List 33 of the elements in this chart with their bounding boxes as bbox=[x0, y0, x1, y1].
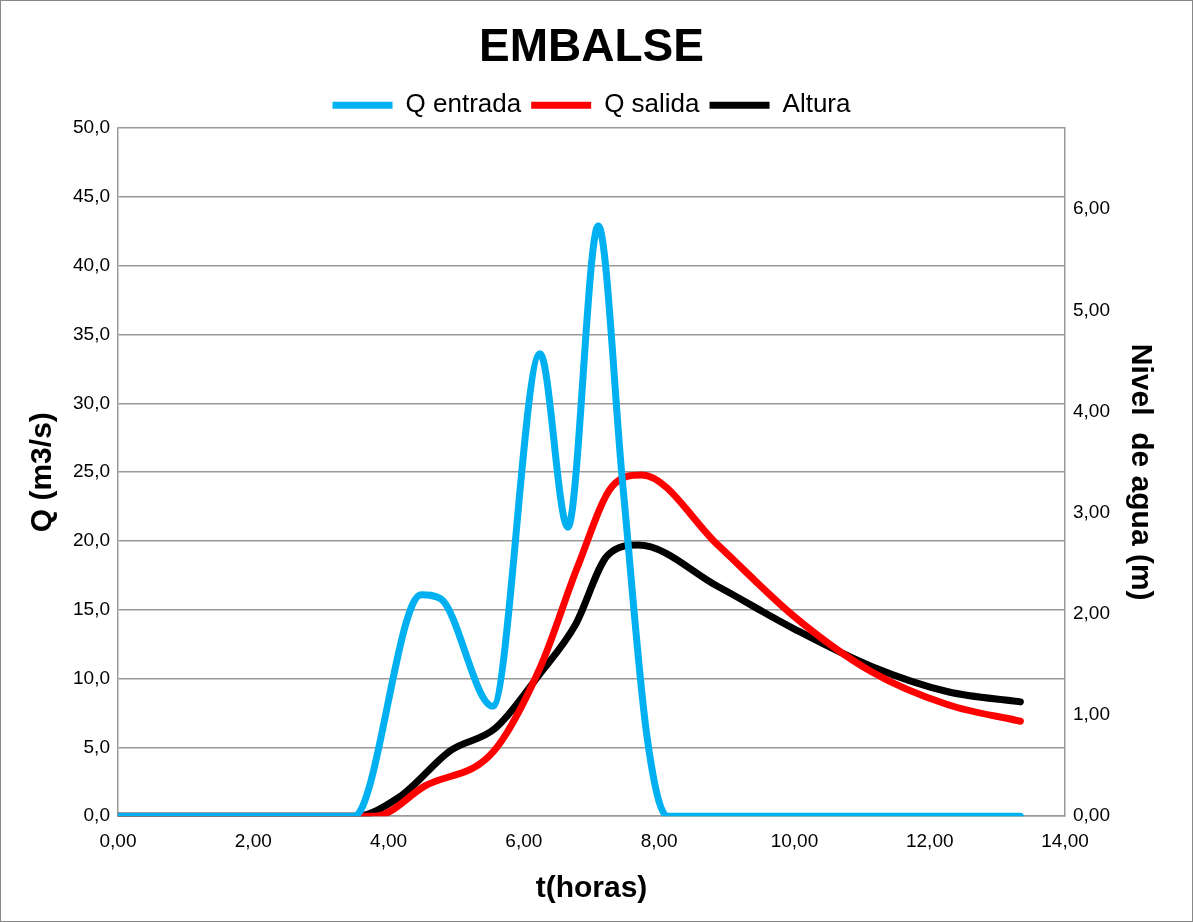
x-tick-label: 14,00 bbox=[1041, 829, 1089, 851]
x-tick-label: 8,00 bbox=[640, 829, 678, 851]
y2-tick-label: 0,00 bbox=[1073, 804, 1110, 826]
y-tick-label: 20,0 bbox=[73, 529, 110, 551]
y-tick-label: 15,0 bbox=[73, 598, 110, 620]
y2-tick-label: 1,00 bbox=[1073, 703, 1110, 725]
x-tick-label: 4,00 bbox=[370, 829, 408, 851]
y2-tick-label: 4,00 bbox=[1073, 399, 1110, 421]
x-tick-label: 6,00 bbox=[505, 829, 543, 851]
y-axis-title: Q (m3/s) bbox=[24, 412, 58, 533]
x-tick-label: 10,00 bbox=[770, 829, 819, 851]
y-tick-label: 40,0 bbox=[73, 254, 110, 276]
legend-label: Altura bbox=[782, 88, 851, 119]
x-tick-label: 12,00 bbox=[905, 829, 954, 851]
y2-tick-label: 6,00 bbox=[1073, 197, 1110, 219]
legend-label: Q entrada bbox=[405, 88, 522, 119]
y-tick-label: 35,0 bbox=[73, 322, 110, 344]
y2-tick-label: 2,00 bbox=[1073, 602, 1110, 624]
y-tick-label: 45,0 bbox=[73, 185, 110, 207]
x-tick-label: 2,00 bbox=[234, 829, 272, 851]
y-tick-label: 25,0 bbox=[73, 460, 110, 482]
chart-title: EMBALSE bbox=[479, 19, 704, 72]
y-tick-label: 30,0 bbox=[73, 391, 110, 413]
y-tick-label: 50,0 bbox=[73, 116, 110, 138]
legend-label: Q salida bbox=[604, 88, 701, 119]
y-tick-label: 10,0 bbox=[73, 666, 110, 688]
y2-tick-label: 5,00 bbox=[1073, 298, 1110, 320]
y-tick-label: 0,0 bbox=[83, 804, 110, 826]
x-tick-label: 0,00 bbox=[99, 829, 137, 851]
x-axis-title: t(horas) bbox=[535, 870, 648, 904]
y2-tick-label: 3,00 bbox=[1073, 500, 1110, 522]
y2-axis-title: Nivel de agua (m) bbox=[1125, 343, 1159, 601]
y-tick-label: 5,0 bbox=[83, 735, 110, 757]
